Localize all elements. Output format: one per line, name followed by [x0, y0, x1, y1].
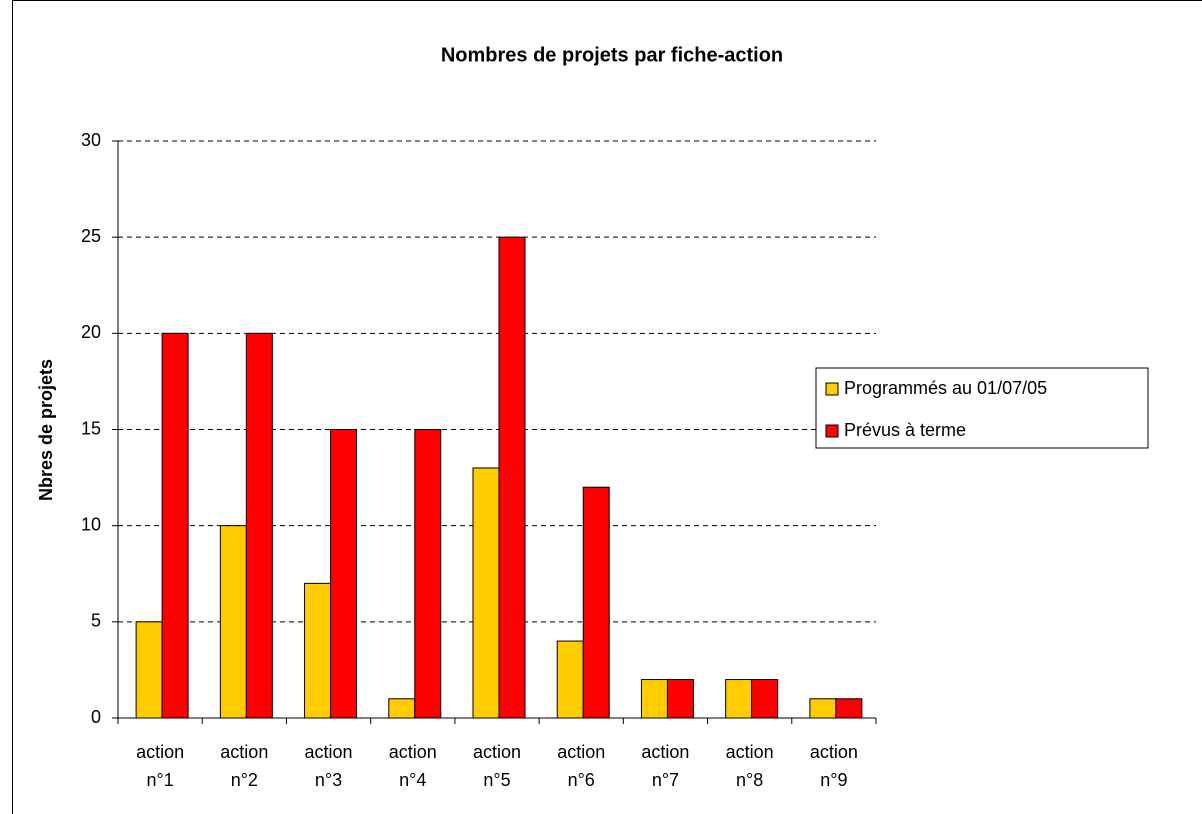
x-tick-label: action n°6: [557, 742, 606, 790]
legend-swatch: [825, 424, 839, 438]
bar: [414, 429, 442, 719]
x-tick-label: action n°2: [220, 742, 269, 790]
chart-title: Nombres de projets par fiche-action: [441, 44, 783, 66]
bar: [135, 621, 163, 719]
bar: [751, 679, 779, 719]
legend-label: Programmés au 01/07/05: [844, 378, 1047, 398]
bar: [472, 467, 500, 719]
bar: [582, 486, 610, 719]
y-tick-label: 25: [81, 226, 101, 246]
x-tick-label: action n°1: [136, 742, 185, 790]
x-tick-label: action n°7: [641, 742, 690, 790]
bar: [304, 582, 332, 719]
x-tick-label: action n°4: [388, 742, 437, 790]
bar: [245, 332, 273, 719]
bar: [330, 429, 358, 719]
y-tick-label: 30: [81, 130, 101, 150]
x-tick-label: action n°9: [809, 742, 858, 790]
bar: [809, 698, 837, 719]
y-axis-title: Nbres de projets: [36, 359, 56, 501]
x-tick-label: action n°3: [304, 742, 353, 790]
y-tick-label: 10: [81, 514, 101, 534]
bar: [556, 640, 584, 719]
bar: [161, 332, 189, 719]
bar: [219, 525, 247, 719]
y-tick-label: 5: [91, 611, 101, 631]
y-tick-label: 20: [81, 322, 101, 342]
legend-swatch: [825, 382, 839, 396]
bar: [835, 698, 863, 719]
x-tick-label: action n°5: [472, 742, 522, 790]
x-tick-label: action n°8: [725, 742, 774, 790]
bar: [640, 679, 668, 719]
bar: [666, 679, 694, 719]
y-tick-label: 0: [91, 707, 101, 727]
bar: [498, 236, 526, 719]
legend-box: [815, 367, 1149, 449]
bar: [725, 679, 753, 719]
bar: [388, 698, 416, 719]
y-tick-label: 15: [81, 418, 101, 438]
legend-label: Prévus à terme: [844, 420, 966, 440]
